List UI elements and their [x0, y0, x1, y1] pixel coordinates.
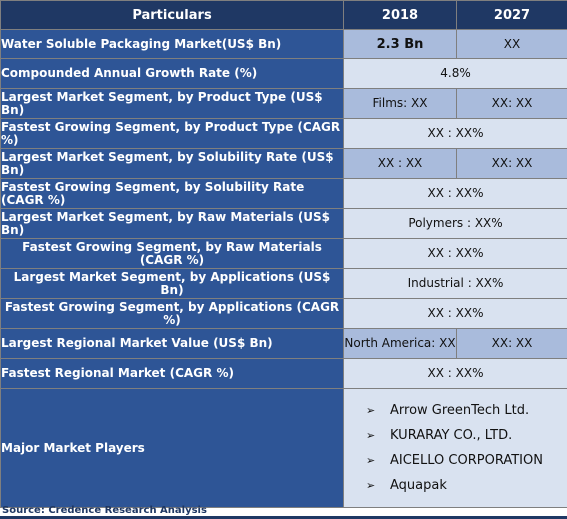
player-name: AICELLO CORPORATION [390, 453, 543, 468]
value-merged: Industrial : XX% [343, 268, 567, 299]
row-label: Largest Market Segment, by Product Type … [0, 88, 344, 119]
value-merged: 4.8% [343, 58, 567, 89]
list-item: ➢ KURARAY CO., LTD. [366, 423, 567, 448]
table-row: Largest Market Segment, by Raw Materials… [0, 208, 567, 239]
value-2018: XX : XX [343, 148, 457, 179]
list-item: ➢ AICELLO CORPORATION [366, 448, 567, 473]
table-row: Largest Regional Market Value (US$ Bn) N… [0, 328, 567, 359]
table-row: Fastest Growing Segment, by Solubility R… [0, 178, 567, 209]
bottom-divider [0, 516, 567, 519]
row-label: Largest Market Segment, by Applications … [0, 268, 344, 299]
row-label: Fastest Growing Segment, by Applications… [0, 298, 344, 329]
table-row-players: Major Market Players ➢ Arrow GreenTech Lt… [0, 388, 567, 508]
table-row: Fastest Growing Segment, by Raw Material… [0, 238, 567, 269]
player-name: Arrow GreenTech Ltd. [390, 403, 530, 418]
row-label: Major Market Players [0, 388, 344, 508]
table-row: Water Soluble Packaging Market(US$ Bn) 2… [0, 29, 567, 59]
table-row: Largest Market Segment, by Product Type … [0, 88, 567, 119]
value-2027: XX: XX [456, 328, 567, 359]
row-label: Fastest Growing Segment, by Raw Material… [0, 238, 344, 269]
row-label: Compounded Annual Growth Rate (%) [0, 58, 344, 89]
source-note: Source: Credence Research Analysis [2, 505, 207, 516]
value-2027: XX [456, 29, 567, 59]
table-row: Largest Market Segment, by Applications … [0, 268, 567, 299]
table-row: Largest Market Segment, by Solubility Ra… [0, 148, 567, 179]
row-label: Fastest Growing Segment, by Solubility R… [0, 178, 344, 209]
list-item: ➢ Aquapak [366, 473, 567, 498]
value-merged: XX : XX% [343, 118, 567, 149]
table-row: Fastest Regional Market (CAGR %) XX : XX… [0, 358, 567, 389]
row-label: Water Soluble Packaging Market(US$ Bn) [0, 29, 344, 59]
row-label: Largest Market Segment, by Solubility Ra… [0, 148, 344, 179]
row-label: Largest Market Segment, by Raw Materials… [0, 208, 344, 239]
header-particulars: Particulars [0, 0, 344, 30]
table-row: Fastest Growing Segment, by Product Type… [0, 118, 567, 149]
value-merged: Polymers : XX% [343, 208, 567, 239]
value-2018: 2.3 Bn [343, 29, 457, 59]
row-label: Fastest Growing Segment, by Product Type… [0, 118, 344, 149]
value-2027: XX: XX [456, 88, 567, 119]
header-2027: 2027 [456, 0, 567, 30]
header-row: Particulars 2018 2027 [0, 0, 567, 30]
value-2018: North America: XX [343, 328, 457, 359]
value-2027: XX: XX [456, 148, 567, 179]
table-row: Fastest Growing Segment, by Applications… [0, 298, 567, 329]
players-list: ➢ Arrow GreenTech Ltd. ➢ KURARAY CO., LTD.… [345, 398, 567, 498]
arrow-bullet-icon: ➢ [366, 479, 376, 492]
list-item: ➢ Arrow GreenTech Ltd. [366, 398, 567, 423]
arrow-bullet-icon: ➢ [366, 429, 376, 442]
players-cell: ➢ Arrow GreenTech Ltd. ➢ KURARAY CO., LTD.… [343, 388, 567, 508]
arrow-bullet-icon: ➢ [366, 454, 376, 467]
value-2018: Films: XX [343, 88, 457, 119]
value-merged: XX : XX% [343, 178, 567, 209]
value-merged: XX : XX% [343, 298, 567, 329]
row-label: Largest Regional Market Value (US$ Bn) [0, 328, 344, 359]
table-row: Compounded Annual Growth Rate (%) 4.8% [0, 58, 567, 89]
header-2018: 2018 [343, 0, 457, 30]
arrow-bullet-icon: ➢ [366, 404, 376, 417]
market-summary-table: Particulars 2018 2027 Water Soluble Pack… [0, 0, 567, 508]
value-merged: XX : XX% [343, 358, 567, 389]
value-merged: XX : XX% [343, 238, 567, 269]
player-name: KURARAY CO., LTD. [390, 428, 513, 443]
row-label: Fastest Regional Market (CAGR %) [0, 358, 344, 389]
player-name: Aquapak [390, 478, 447, 493]
